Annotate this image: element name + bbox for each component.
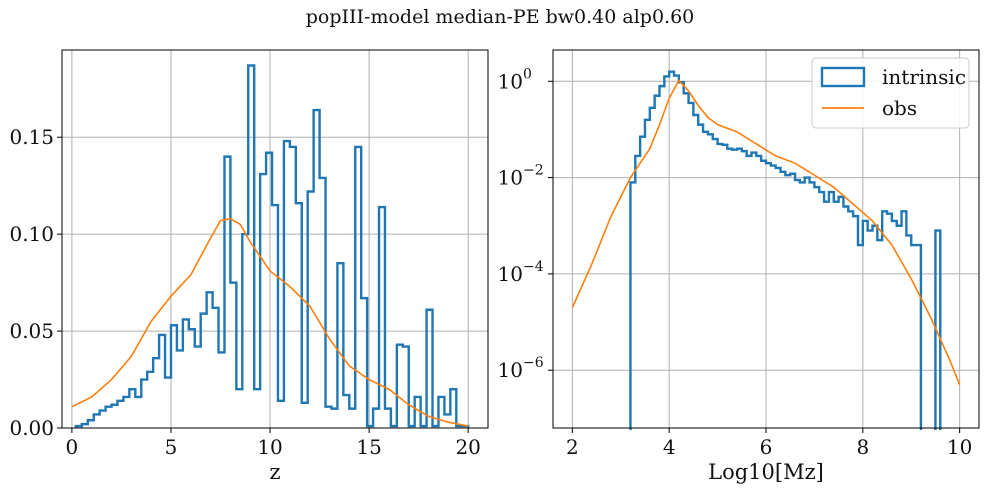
y-tick-label: 10 (498, 358, 523, 382)
x-tick-label: 10 (947, 435, 972, 459)
y-tick-label: 0.15 (9, 125, 54, 149)
x-tick-label: 2 (566, 435, 579, 459)
y-tick-exponent: −2 (523, 163, 544, 179)
x-tick-label: 20 (455, 435, 480, 459)
legend-label-intrinsic: intrinsic (882, 65, 966, 89)
histogram-intrinsic-z (74, 64, 470, 428)
x-axis-label: z (269, 460, 280, 484)
kde-obs-z (71, 217, 469, 427)
y-tick-exponent: 0 (523, 66, 532, 82)
y-tick-label: 10 (498, 262, 523, 286)
x-tick-label: 6 (760, 435, 773, 459)
plot-frame (552, 49, 980, 429)
y-tick-label: 10 (498, 69, 523, 93)
legend: intrinsic obs (811, 57, 970, 129)
y-tick-label: 0.05 (9, 319, 54, 343)
y-tick-exponent: −6 (523, 355, 544, 371)
histogram-intrinsic-mass (629, 70, 942, 430)
legend-swatch-intrinsic (820, 66, 866, 88)
x-tick-label: 5 (165, 435, 178, 459)
left-panel-z-histogram: 0 5 10 15 20 0.00 0.05 0.10 0.15 z (9, 49, 489, 484)
y-tick-exponent: −4 (523, 259, 544, 275)
x-tick-label: 8 (856, 435, 869, 459)
x-tick-label: 4 (663, 435, 676, 459)
y-tick-label: 0.10 (9, 222, 54, 246)
plot-frame (61, 49, 489, 429)
figure-title: popIII-model median-PE bw0.40 alp0.60 (305, 6, 695, 28)
kde-obs-mass (571, 78, 961, 385)
x-axis-label: Log10[Mz] (708, 460, 824, 484)
y-tick-label: 0.00 (9, 416, 54, 440)
x-tick-label: 15 (356, 435, 381, 459)
x-tick-label: 0 (66, 435, 79, 459)
legend-label-obs: obs (882, 96, 917, 120)
legend-box (811, 57, 970, 129)
y-tick-label: 10 (498, 166, 523, 190)
x-tick-label: 10 (257, 435, 282, 459)
